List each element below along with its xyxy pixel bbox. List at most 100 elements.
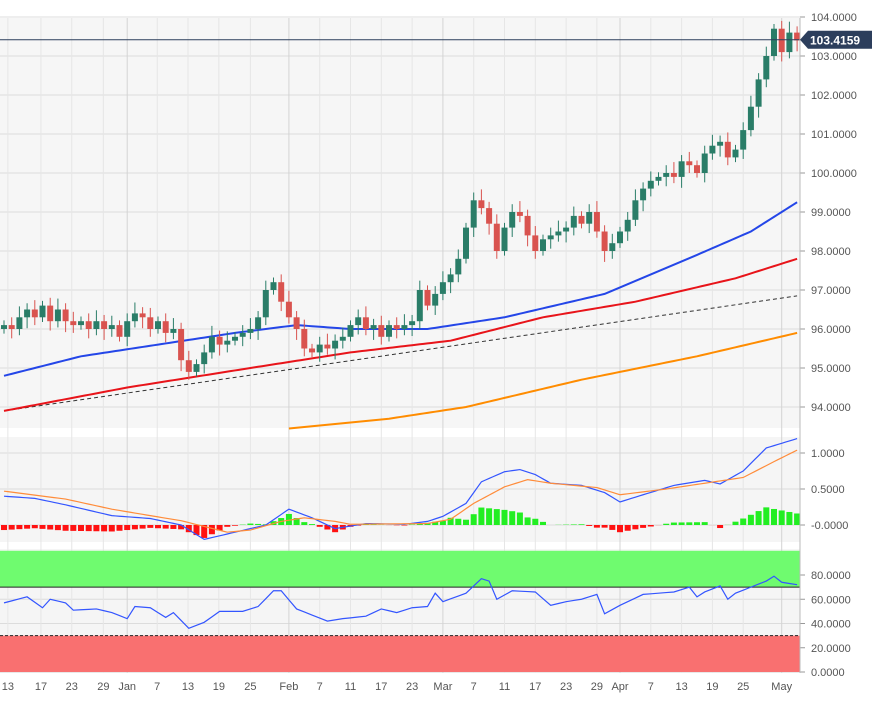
candle-up — [340, 337, 346, 341]
macd-histogram-bar — [47, 525, 53, 530]
main-y-tick-label: 97.0000 — [811, 285, 851, 297]
main-y-tick-label: 100.0000 — [811, 168, 857, 180]
candle-down — [594, 212, 600, 232]
candle-down — [779, 29, 785, 52]
macd-histogram-bar — [586, 525, 592, 526]
candle-up — [455, 259, 461, 275]
candle-down — [579, 216, 585, 224]
candle-up — [763, 56, 769, 79]
macd-histogram-bar — [140, 525, 146, 529]
macd-histogram-bar — [679, 522, 685, 525]
candle-up — [109, 325, 115, 329]
macd-histogram-bar — [540, 522, 546, 525]
candle-down — [101, 321, 107, 329]
candle-down — [394, 325, 400, 329]
macd-histogram-bar — [93, 525, 99, 531]
candle-down — [9, 325, 15, 329]
x-tick-label: 13 — [675, 681, 687, 693]
macd-histogram-bar — [794, 513, 800, 525]
candle-up — [271, 282, 277, 290]
candle-up — [756, 79, 762, 106]
macd-histogram-bar — [471, 514, 477, 525]
macd-histogram-bar — [594, 525, 600, 528]
candle-up — [417, 290, 423, 321]
macd-histogram-bar — [625, 525, 631, 531]
candle-up — [194, 364, 200, 372]
candle-up — [709, 146, 715, 154]
candle-up — [16, 317, 22, 329]
macd-histogram-bar — [717, 525, 723, 528]
rsi-y-tick-label: 80.0000 — [811, 570, 851, 582]
x-tick-label: 19 — [706, 681, 718, 693]
macd-histogram-bar — [209, 525, 215, 534]
candle-up — [24, 310, 30, 318]
macd-histogram-bar — [309, 524, 315, 525]
macd-histogram-bar — [602, 525, 608, 528]
x-tick-label: 23 — [560, 681, 572, 693]
macd-histogram-bar — [63, 525, 69, 531]
x-tick-label: 25 — [244, 681, 256, 693]
candle-down — [363, 317, 369, 329]
x-tick-label: 23 — [66, 681, 78, 693]
candle-down — [517, 212, 523, 216]
candle-down — [32, 310, 38, 318]
candle-up — [748, 107, 754, 130]
candle-up — [255, 317, 261, 329]
candle-up — [170, 329, 176, 333]
macd-histogram-bar — [702, 522, 708, 525]
macd-histogram-bar — [117, 525, 123, 531]
main-y-tick-label: 94.0000 — [811, 402, 851, 414]
candle-up — [632, 200, 638, 220]
candle-up — [409, 321, 415, 325]
candle-up — [78, 321, 84, 325]
last-price-label: 103.4159 — [810, 33, 860, 47]
candle-up — [155, 321, 161, 329]
candle-up — [440, 282, 446, 294]
macd-histogram-bar — [609, 525, 615, 530]
x-tick-label: May — [771, 681, 792, 693]
candle-up — [263, 290, 269, 317]
macd-histogram-bar — [686, 522, 692, 525]
candle-up — [432, 294, 438, 306]
candle-up — [317, 345, 323, 353]
macd-histogram-bar — [733, 522, 739, 525]
candle-up — [733, 150, 739, 158]
candle-down — [70, 321, 76, 325]
macd-histogram-bar — [55, 525, 61, 530]
macd-histogram-bar — [16, 525, 22, 529]
macd-histogram-bar — [32, 525, 38, 528]
macd-histogram-bar — [786, 512, 792, 525]
candle-up — [448, 274, 454, 282]
candle-down — [86, 321, 92, 329]
candle-down — [178, 329, 184, 360]
candle-up — [740, 130, 746, 150]
macd-histogram-bar — [1, 525, 7, 530]
macd-histogram-bar — [40, 525, 46, 529]
x-tick-label: Mar — [433, 681, 452, 693]
candle-down — [532, 235, 538, 251]
candle-up — [563, 228, 569, 232]
macd-histogram-bar — [756, 511, 762, 525]
macd-histogram-bar — [571, 524, 577, 525]
main-y-tick-label: 103.0000 — [811, 51, 857, 63]
x-tick-label: 19 — [213, 681, 225, 693]
macd-histogram-bar — [86, 525, 92, 531]
candle-up — [540, 239, 546, 251]
x-tick-label: Feb — [279, 681, 298, 693]
macd-histogram-bar — [132, 525, 138, 529]
candle-up — [640, 189, 646, 201]
x-tick-label: 11 — [345, 681, 356, 693]
candle-up — [656, 177, 662, 181]
macd-histogram-bar — [9, 525, 15, 530]
candle-down — [309, 349, 315, 353]
main-y-tick-label: 102.0000 — [811, 90, 857, 102]
candle-down — [294, 317, 300, 329]
main-y-tick-label: 98.0000 — [811, 246, 851, 258]
candle-up — [332, 341, 338, 349]
candle-up — [55, 310, 61, 322]
candle-up — [348, 325, 354, 337]
candle-down — [140, 313, 146, 317]
macd-histogram-bar — [763, 507, 769, 525]
candle-up — [209, 337, 215, 353]
